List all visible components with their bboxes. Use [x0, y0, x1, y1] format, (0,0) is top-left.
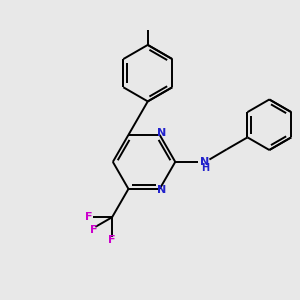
Text: H: H: [201, 164, 209, 173]
Text: N: N: [200, 157, 210, 167]
Text: F: F: [90, 225, 98, 235]
Text: F: F: [85, 212, 93, 222]
Text: N: N: [158, 185, 167, 195]
Text: F: F: [108, 235, 116, 245]
Text: N: N: [158, 128, 167, 138]
